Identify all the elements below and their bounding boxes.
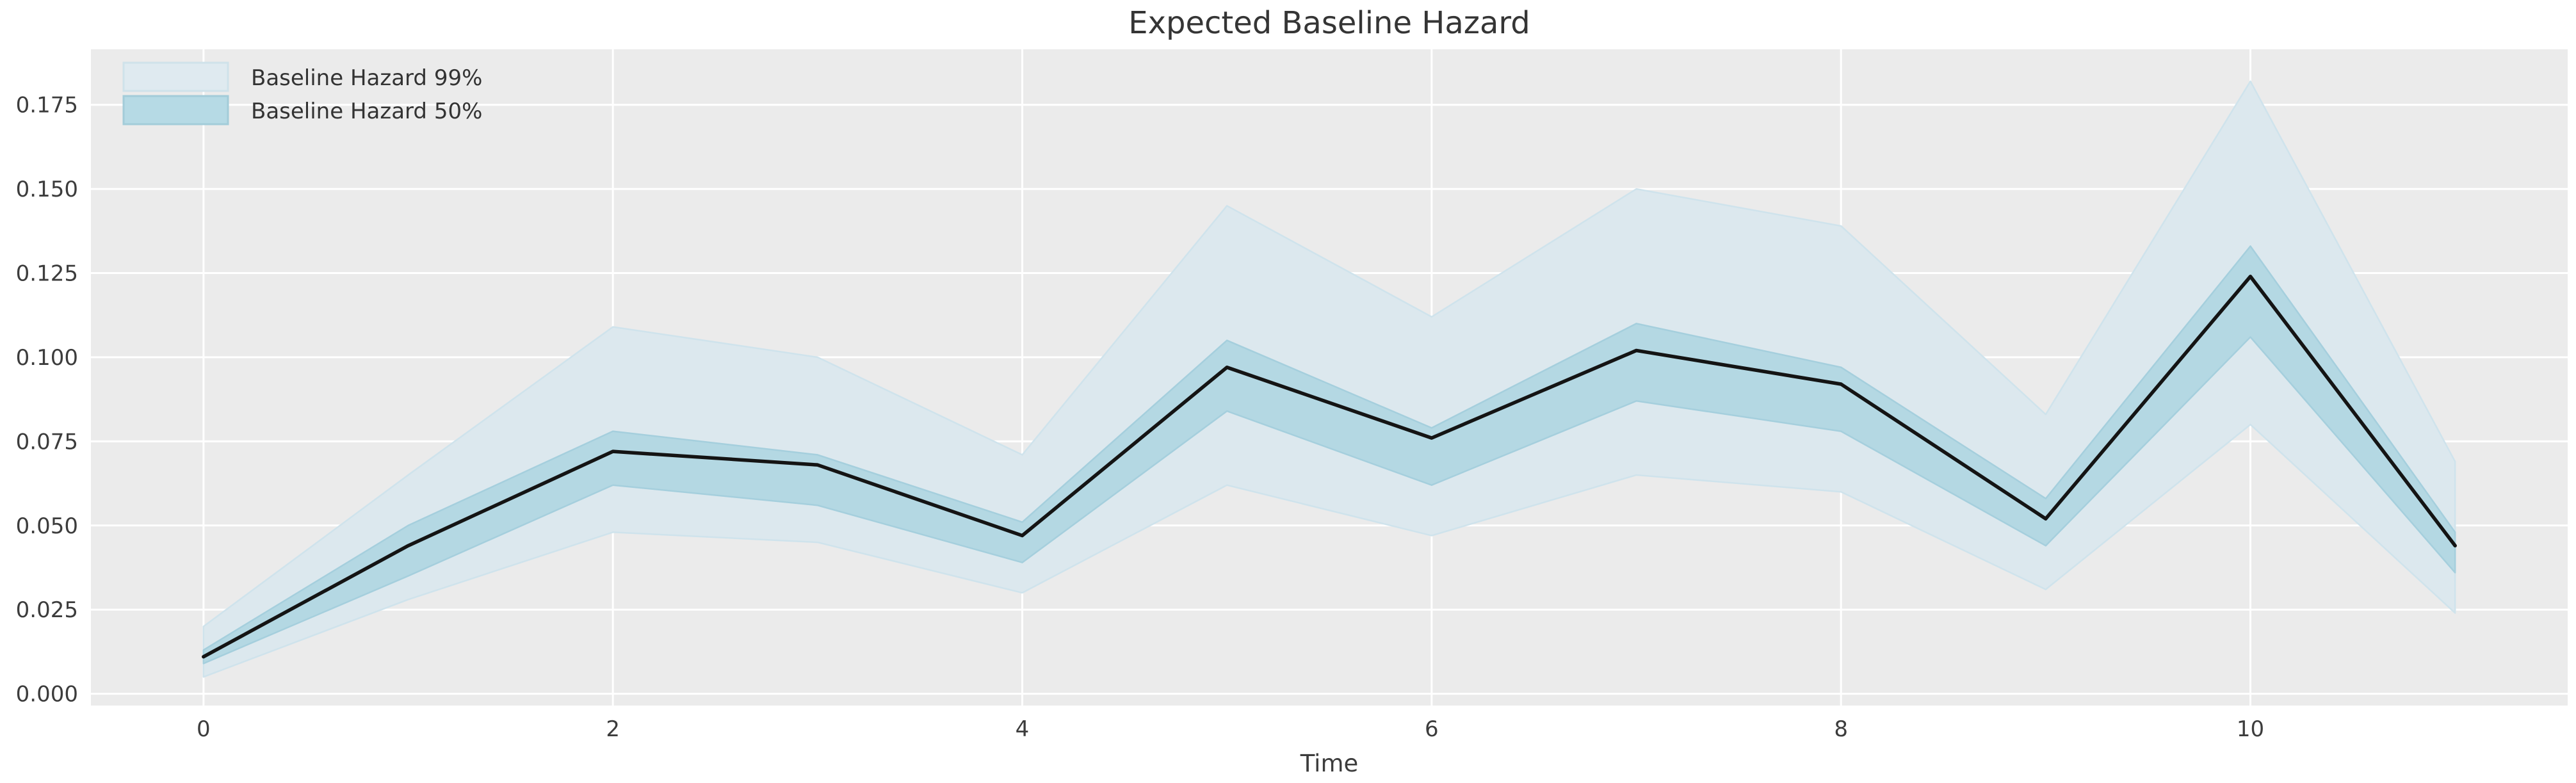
x-tick-label: 6 <box>1425 716 1439 742</box>
legend-label-99: Baseline Hazard 99% <box>251 65 482 91</box>
band-99 <box>202 80 2456 678</box>
x-tick-label: 8 <box>1834 716 1848 742</box>
y-tick-label: 0.125 <box>16 261 78 287</box>
y-tick-label: 0.025 <box>16 597 78 623</box>
y-tick-label: 0.175 <box>16 93 78 118</box>
legend: Baseline Hazard 99% Baseline Hazard 50% <box>122 61 482 125</box>
y-tick-label: 0.100 <box>16 345 78 371</box>
x-tick-label: 4 <box>1016 716 1030 742</box>
chart-title: Expected Baseline Hazard <box>1128 5 1530 41</box>
legend-label-50: Baseline Hazard 50% <box>251 99 482 124</box>
y-tick-label: 0.150 <box>16 177 78 202</box>
x-tick-labels: 0 2 4 6 8 10 <box>197 716 2264 742</box>
x-tick-label: 10 <box>2237 716 2264 742</box>
legend-swatch-99 <box>122 61 229 92</box>
y-tick-label: 0.000 <box>16 682 78 707</box>
mean-hazard-line <box>202 275 2457 659</box>
legend-swatch-50 <box>122 95 229 125</box>
interval-band <box>202 80 2456 678</box>
hazard-line <box>202 275 2457 659</box>
y-tick-label: 0.050 <box>16 513 78 539</box>
y-tick-label: 0.075 <box>16 429 78 455</box>
x-tick-label: 2 <box>606 716 620 742</box>
x-tick-label: 0 <box>197 716 211 742</box>
y-tick-labels: 0.000 0.025 0.050 0.075 0.100 0.125 0.150 0.175 <box>16 93 78 707</box>
x-axis-label: Time <box>1300 750 1359 777</box>
